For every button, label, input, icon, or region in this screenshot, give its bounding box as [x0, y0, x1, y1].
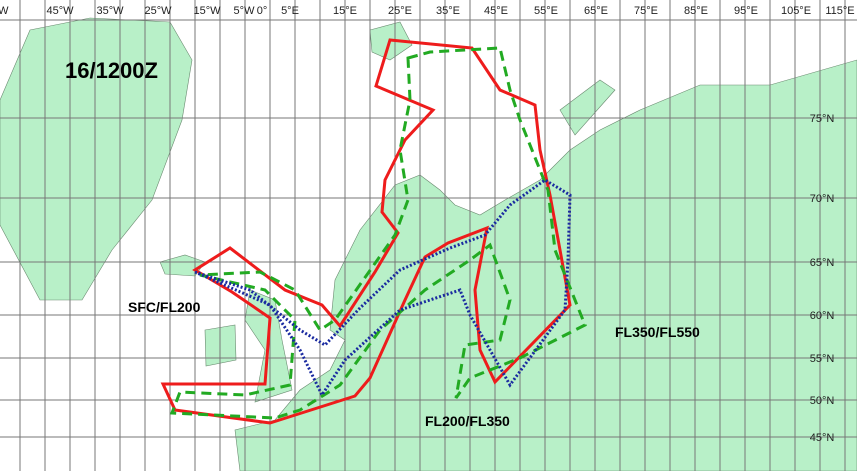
latitude-label: 75°N [810, 113, 835, 125]
longitude-label: 5°E [281, 5, 299, 17]
area-label: SFC/FL200 [128, 299, 201, 315]
longitude-label: 0° [257, 5, 268, 17]
land [0, 17, 857, 471]
longitude-label: 55°E [534, 5, 558, 17]
longitude-label: 55°W [0, 5, 9, 17]
eurasia [234, 59, 857, 471]
latitude-label: 70°N [810, 193, 835, 205]
longitude-label: 105°E [781, 5, 811, 17]
areas [160, 38, 587, 425]
area-label: FL350/FL550 [615, 324, 700, 340]
longitude-label: 75°E [634, 5, 658, 17]
longitude-label: 15°E [333, 5, 357, 17]
blue-area [194, 178, 572, 399]
latitude-label: 65°N [810, 257, 835, 269]
latitude-label: 60°N [810, 310, 835, 322]
longitude-label: 45°W [46, 5, 74, 17]
longitude-label: 115°E [825, 5, 854, 17]
latitude-label: 55°N [810, 353, 835, 365]
map-title: 16/1200Z [65, 58, 158, 83]
longitude-label: 35°E [436, 5, 460, 17]
longitude-label: 45°E [484, 5, 508, 17]
longitude-label: 5°W [234, 5, 256, 17]
area-label: FL200/FL350 [425, 413, 510, 429]
longitude-label: 85°E [684, 5, 708, 17]
green-area [169, 46, 587, 420]
longitude-label: 25°W [144, 5, 172, 17]
longitude-label: 25°E [388, 5, 412, 17]
longitude-label: 95°E [734, 5, 758, 17]
longitude-label: 35°W [96, 5, 124, 17]
latitude-label: 45°N [810, 432, 835, 444]
longitude-label: 15°W [193, 5, 221, 17]
latitude-label: 50°N [810, 395, 835, 407]
longitude-label: 65°E [584, 5, 608, 17]
